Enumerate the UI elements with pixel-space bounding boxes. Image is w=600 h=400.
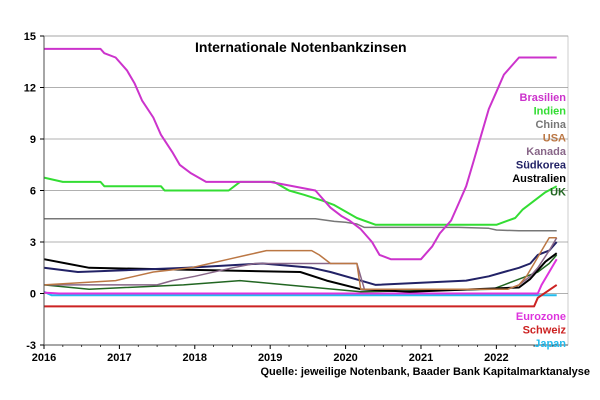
- x-tick-label: 2021: [409, 352, 433, 364]
- source-note: Quelle: jeweilige Notenbank, Baader Bank…: [260, 366, 590, 378]
- legend-label-china: China: [535, 119, 566, 131]
- series-line-china: [44, 218, 557, 232]
- x-tick-label: 2020: [333, 352, 357, 364]
- series-line-usa: [43, 236, 557, 290]
- legend-label-eurozone: Eurozone: [516, 311, 566, 323]
- series-line-südkorea: [43, 241, 558, 286]
- legend-label-schweiz: Schweiz: [523, 325, 567, 337]
- legend-label-kanada: Kanada: [526, 146, 567, 158]
- series-line-eurozone: [43, 258, 558, 295]
- legend-label-australien: Australien: [512, 173, 566, 185]
- legend-label-südkorea: Südkorea: [516, 160, 567, 172]
- series-line-brasilien: [44, 47, 557, 261]
- y-tick-label: -3: [26, 340, 36, 352]
- series-line-kanada: [44, 237, 558, 290]
- tick-labels: -3 0 3 6 9 12 15 2016 2017 2018 2019 2020 2021 2022: [24, 31, 554, 364]
- x-tick-label: 2019: [258, 352, 282, 364]
- series-line-schweiz: [44, 284, 558, 308]
- y-tick-label: 12: [24, 83, 36, 95]
- legend-label-brasilien: Brasilien: [520, 92, 567, 104]
- series-line-australien: [43, 252, 558, 293]
- legend-label-japan: Japan: [534, 338, 566, 350]
- series-layer: [43, 47, 558, 308]
- y-tick-label: 9: [30, 134, 36, 146]
- legend-label-indien: Indien: [534, 106, 567, 118]
- x-tick-label: 2017: [107, 352, 131, 364]
- y-tick-label: 0: [30, 289, 36, 301]
- series-line-uk: [43, 254, 558, 293]
- y-tick-label: 6: [30, 186, 36, 198]
- legend-label-uk: UK: [550, 187, 566, 199]
- x-tick-label: 2018: [183, 352, 207, 364]
- x-tick-label: 2022: [484, 352, 508, 364]
- legend-label-usa: USA: [543, 133, 566, 145]
- x-tick-label: 2016: [32, 352, 56, 364]
- chart-title: Internationale Notenbankzinsen: [195, 39, 407, 55]
- series-line-indien: [43, 176, 558, 226]
- y-tick-label: 3: [30, 237, 36, 249]
- y-tick-label: 15: [24, 31, 36, 43]
